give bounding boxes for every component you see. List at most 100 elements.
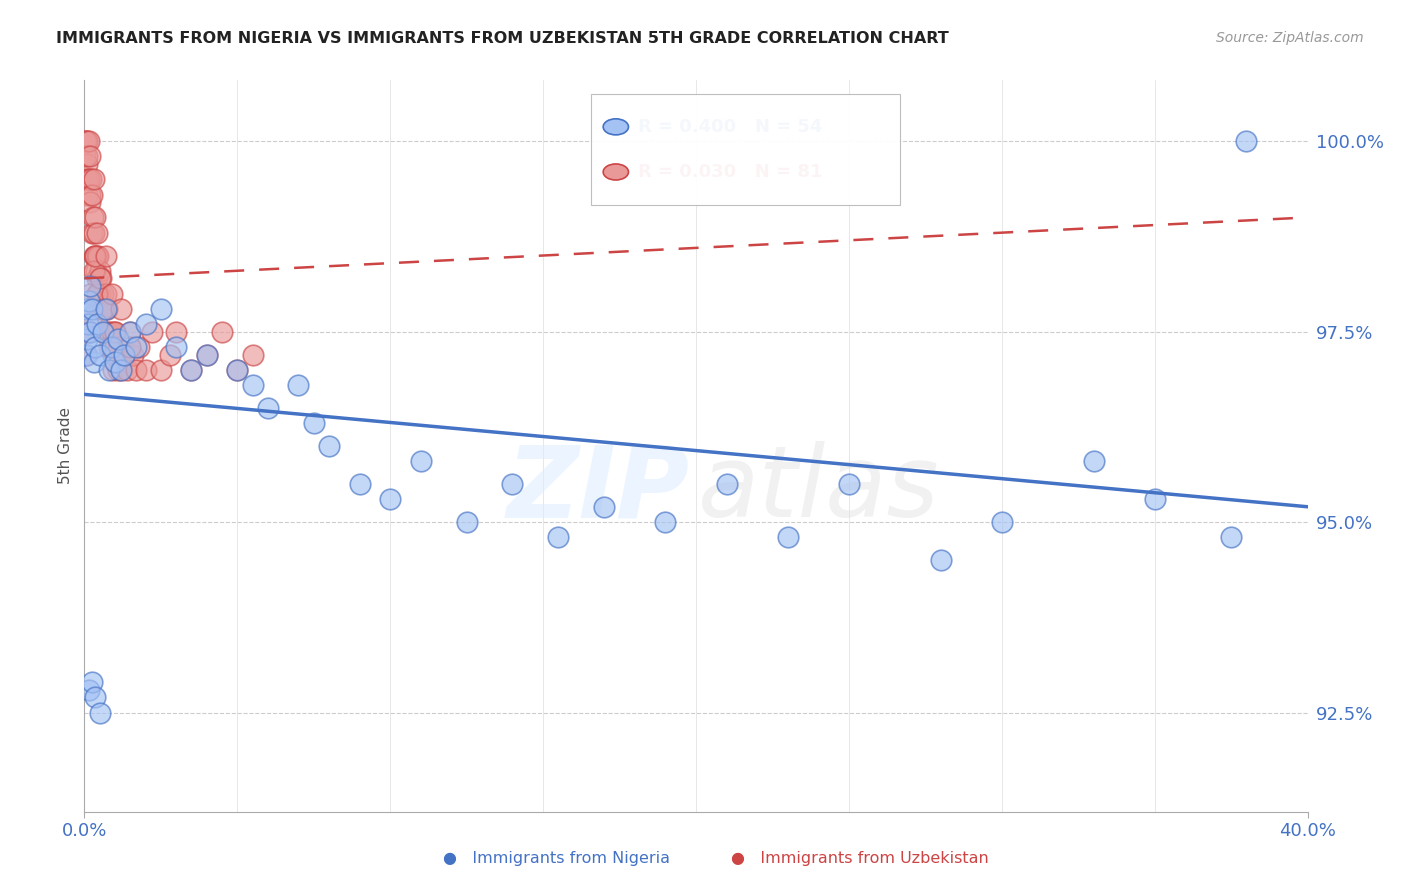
Point [120, 325, 142, 339]
Point [83, 172, 105, 186]
Point [75, 134, 97, 148]
Point [112, 347, 135, 361]
Point [77, 325, 100, 339]
Text: R = 0.030   N = 81: R = 0.030 N = 81 [638, 163, 823, 181]
Point [180, 363, 202, 377]
Point [91, 301, 114, 316]
Point [101, 325, 124, 339]
Point [110, 363, 132, 377]
Point [80, 187, 103, 202]
Point [211, 325, 233, 339]
Point [93, 301, 115, 316]
Point [76, 301, 98, 316]
Point [110, 363, 132, 377]
Point [128, 340, 150, 354]
Point [654, 515, 676, 529]
Point [76, 157, 98, 171]
Point [83, 248, 105, 262]
Point [86, 226, 108, 240]
Point [242, 378, 264, 392]
Point [103, 363, 125, 377]
Point [195, 347, 218, 361]
Point [180, 363, 202, 377]
Point [115, 363, 138, 377]
Point [104, 355, 127, 369]
Text: IMMIGRANTS FROM NIGERIA VS IMMIGRANTS FROM UZBEKISTAN 5TH GRADE CORRELATION CHAR: IMMIGRANTS FROM NIGERIA VS IMMIGRANTS FR… [56, 31, 949, 46]
Point [94, 248, 117, 262]
Point [84, 264, 107, 278]
Point [91, 325, 114, 339]
Point [80, 310, 103, 324]
Point [101, 340, 124, 354]
Point [76, 301, 98, 316]
Point [302, 416, 325, 430]
Point [112, 347, 135, 361]
Point [502, 477, 524, 491]
Point [90, 301, 112, 316]
Point [125, 340, 148, 354]
Point [77, 317, 100, 331]
Text: ZIP: ZIP [506, 442, 689, 539]
Point [120, 340, 142, 354]
Point [257, 401, 280, 415]
Point [84, 340, 107, 354]
Point [94, 301, 117, 316]
Point [90, 271, 112, 285]
Point [141, 325, 163, 339]
Point [84, 248, 107, 262]
Point [76, 347, 98, 361]
Point [79, 325, 101, 339]
Point [89, 286, 111, 301]
Point [1143, 492, 1166, 507]
Point [97, 363, 120, 377]
Point [77, 172, 100, 186]
Point [287, 378, 309, 392]
Point [75, 325, 97, 339]
Point [76, 134, 98, 148]
Point [84, 211, 107, 225]
Point [1220, 531, 1243, 545]
Point [165, 325, 187, 339]
Point [83, 355, 105, 369]
Point [101, 286, 124, 301]
Point [83, 226, 105, 240]
Point [547, 531, 569, 545]
Point [165, 340, 187, 354]
Point [110, 301, 132, 316]
Point [104, 325, 127, 339]
Point [149, 301, 172, 316]
Point [77, 294, 100, 309]
Point [318, 439, 340, 453]
Y-axis label: 5th Grade: 5th Grade [58, 408, 73, 484]
Text: ●   Immigrants from Uzbekistan: ● Immigrants from Uzbekistan [731, 851, 988, 865]
Point [79, 195, 101, 210]
Point [104, 347, 127, 361]
Point [929, 553, 952, 567]
Point [89, 347, 111, 361]
Point [593, 500, 616, 514]
Point [159, 347, 181, 361]
Point [456, 515, 478, 529]
Point [80, 301, 103, 316]
Point [149, 363, 172, 377]
Point [80, 226, 103, 240]
Point [242, 347, 264, 361]
Point [226, 363, 249, 377]
Point [79, 279, 101, 293]
Point [75, 347, 97, 361]
Point [716, 477, 738, 491]
Point [104, 325, 127, 339]
Point [79, 286, 101, 301]
Text: ●   Immigrants from Nigeria: ● Immigrants from Nigeria [443, 851, 669, 865]
Point [91, 325, 114, 339]
Point [98, 340, 121, 354]
Point [86, 286, 108, 301]
Text: Source: ZipAtlas.com: Source: ZipAtlas.com [1216, 31, 1364, 45]
Point [107, 363, 129, 377]
Point [89, 271, 111, 285]
Point [83, 264, 105, 278]
Point [226, 363, 249, 377]
Point [107, 332, 129, 346]
Point [97, 325, 120, 339]
Point [1083, 454, 1105, 468]
